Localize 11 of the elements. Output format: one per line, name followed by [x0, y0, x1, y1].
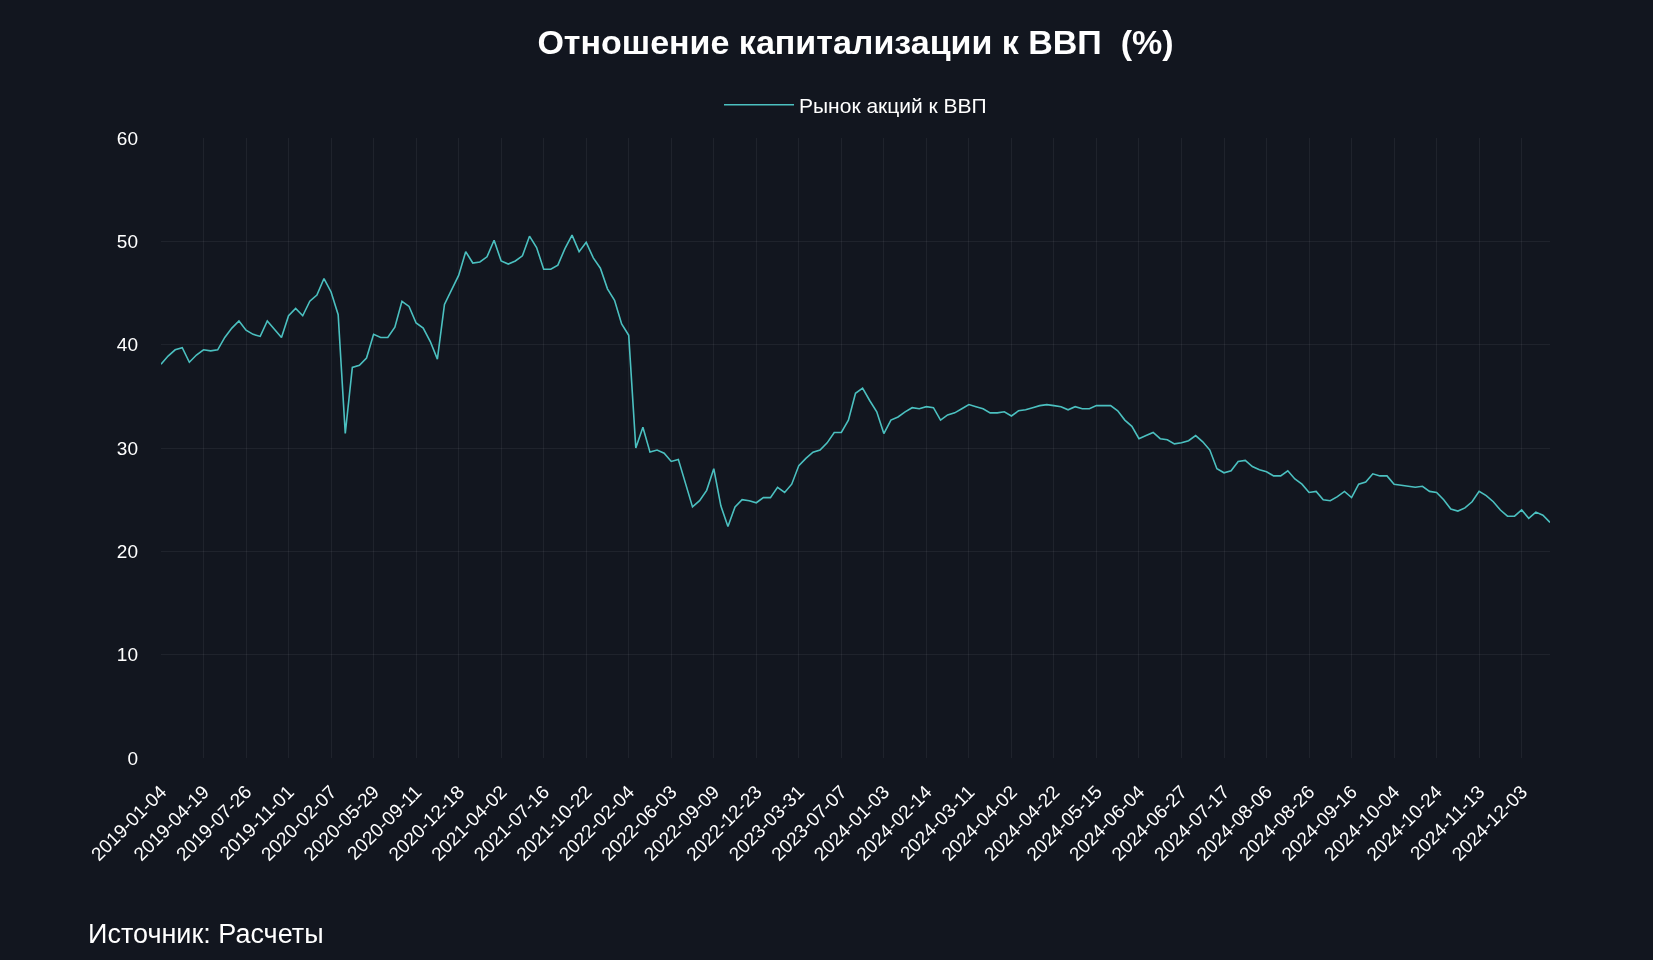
y-tick-label: 60 [116, 127, 138, 149]
y-tick-label: 10 [116, 644, 138, 666]
y-tick-label: 50 [116, 230, 138, 252]
y-tick-label: 20 [116, 540, 138, 562]
line-series [161, 234, 1550, 528]
y-tick-label: 40 [116, 334, 138, 356]
chart-title: Отношение капитализации к ВВП (%) [537, 22, 1174, 61]
legend-label: Рынок акций к ВВП [799, 93, 987, 117]
y-tick-label: 30 [116, 437, 138, 459]
text: Источник: Расчеты [88, 919, 324, 949]
y-tick-label: 0 [127, 747, 138, 769]
